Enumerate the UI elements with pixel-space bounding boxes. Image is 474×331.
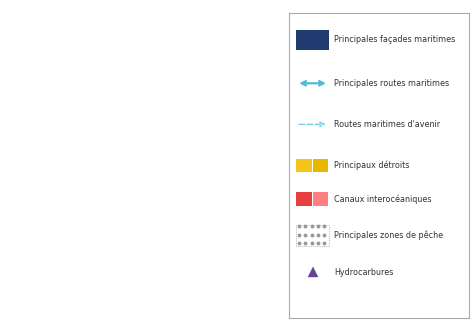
Text: Principales zones de pêche: Principales zones de pêche — [334, 231, 443, 240]
Bar — [296, 159, 311, 172]
Text: Principaux détroits: Principaux détroits — [334, 161, 410, 170]
FancyBboxPatch shape — [296, 30, 329, 50]
Text: Principales routes maritimes: Principales routes maritimes — [334, 79, 449, 88]
Text: Canaux interocéaniques: Canaux interocéaniques — [334, 194, 432, 204]
Text: Routes maritimes d'avenir: Routes maritimes d'avenir — [334, 120, 440, 129]
Bar — [296, 192, 311, 206]
Bar — [296, 225, 329, 246]
Bar — [312, 159, 328, 172]
Text: Principales façades maritimes: Principales façades maritimes — [334, 35, 456, 44]
Bar — [312, 192, 328, 206]
Text: Hydrocarbures: Hydrocarbures — [334, 267, 393, 277]
